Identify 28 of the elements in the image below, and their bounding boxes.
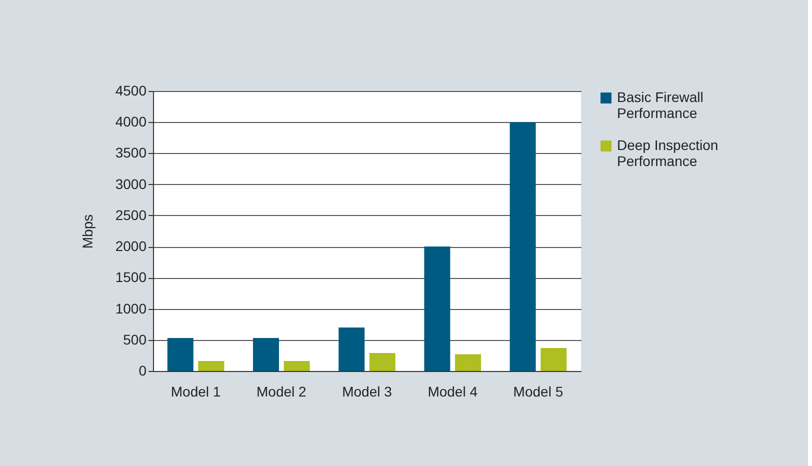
y-tick-label: 1000 [115, 300, 147, 316]
bar [338, 327, 365, 371]
y-tick-label: 0 [138, 362, 147, 378]
x-tick-label: Model 2 [256, 384, 307, 400]
y-axis-title: Mbps [79, 214, 96, 249]
bar [369, 352, 396, 371]
y-tick-label: 1500 [115, 269, 147, 286]
legend-label: Basic Firewall Performance [617, 89, 704, 121]
bar [455, 354, 482, 371]
y-tick-label: 4500 [115, 82, 147, 98]
y-tick-label: 3000 [115, 176, 147, 192]
x-tick-label: Model 4 [428, 384, 478, 400]
bar [252, 338, 279, 371]
bar [167, 338, 194, 371]
legend-label: Deep Inspection Performance [617, 137, 718, 169]
bar [284, 361, 310, 371]
bar [198, 361, 224, 371]
y-tick-label: 4000 [115, 114, 147, 130]
bar [424, 246, 450, 371]
bar [510, 122, 536, 371]
y-tick-label: 2500 [115, 206, 147, 223]
x-tick-label: Model 3 [342, 384, 392, 400]
y-tick-label: 3500 [115, 144, 147, 161]
y-tick-label: 2000 [115, 238, 147, 254]
y-tick-label: 500 [123, 331, 147, 348]
bar [540, 348, 567, 371]
x-tick-label: Model 5 [513, 384, 564, 400]
x-tick-label: Model 1 [170, 384, 221, 400]
